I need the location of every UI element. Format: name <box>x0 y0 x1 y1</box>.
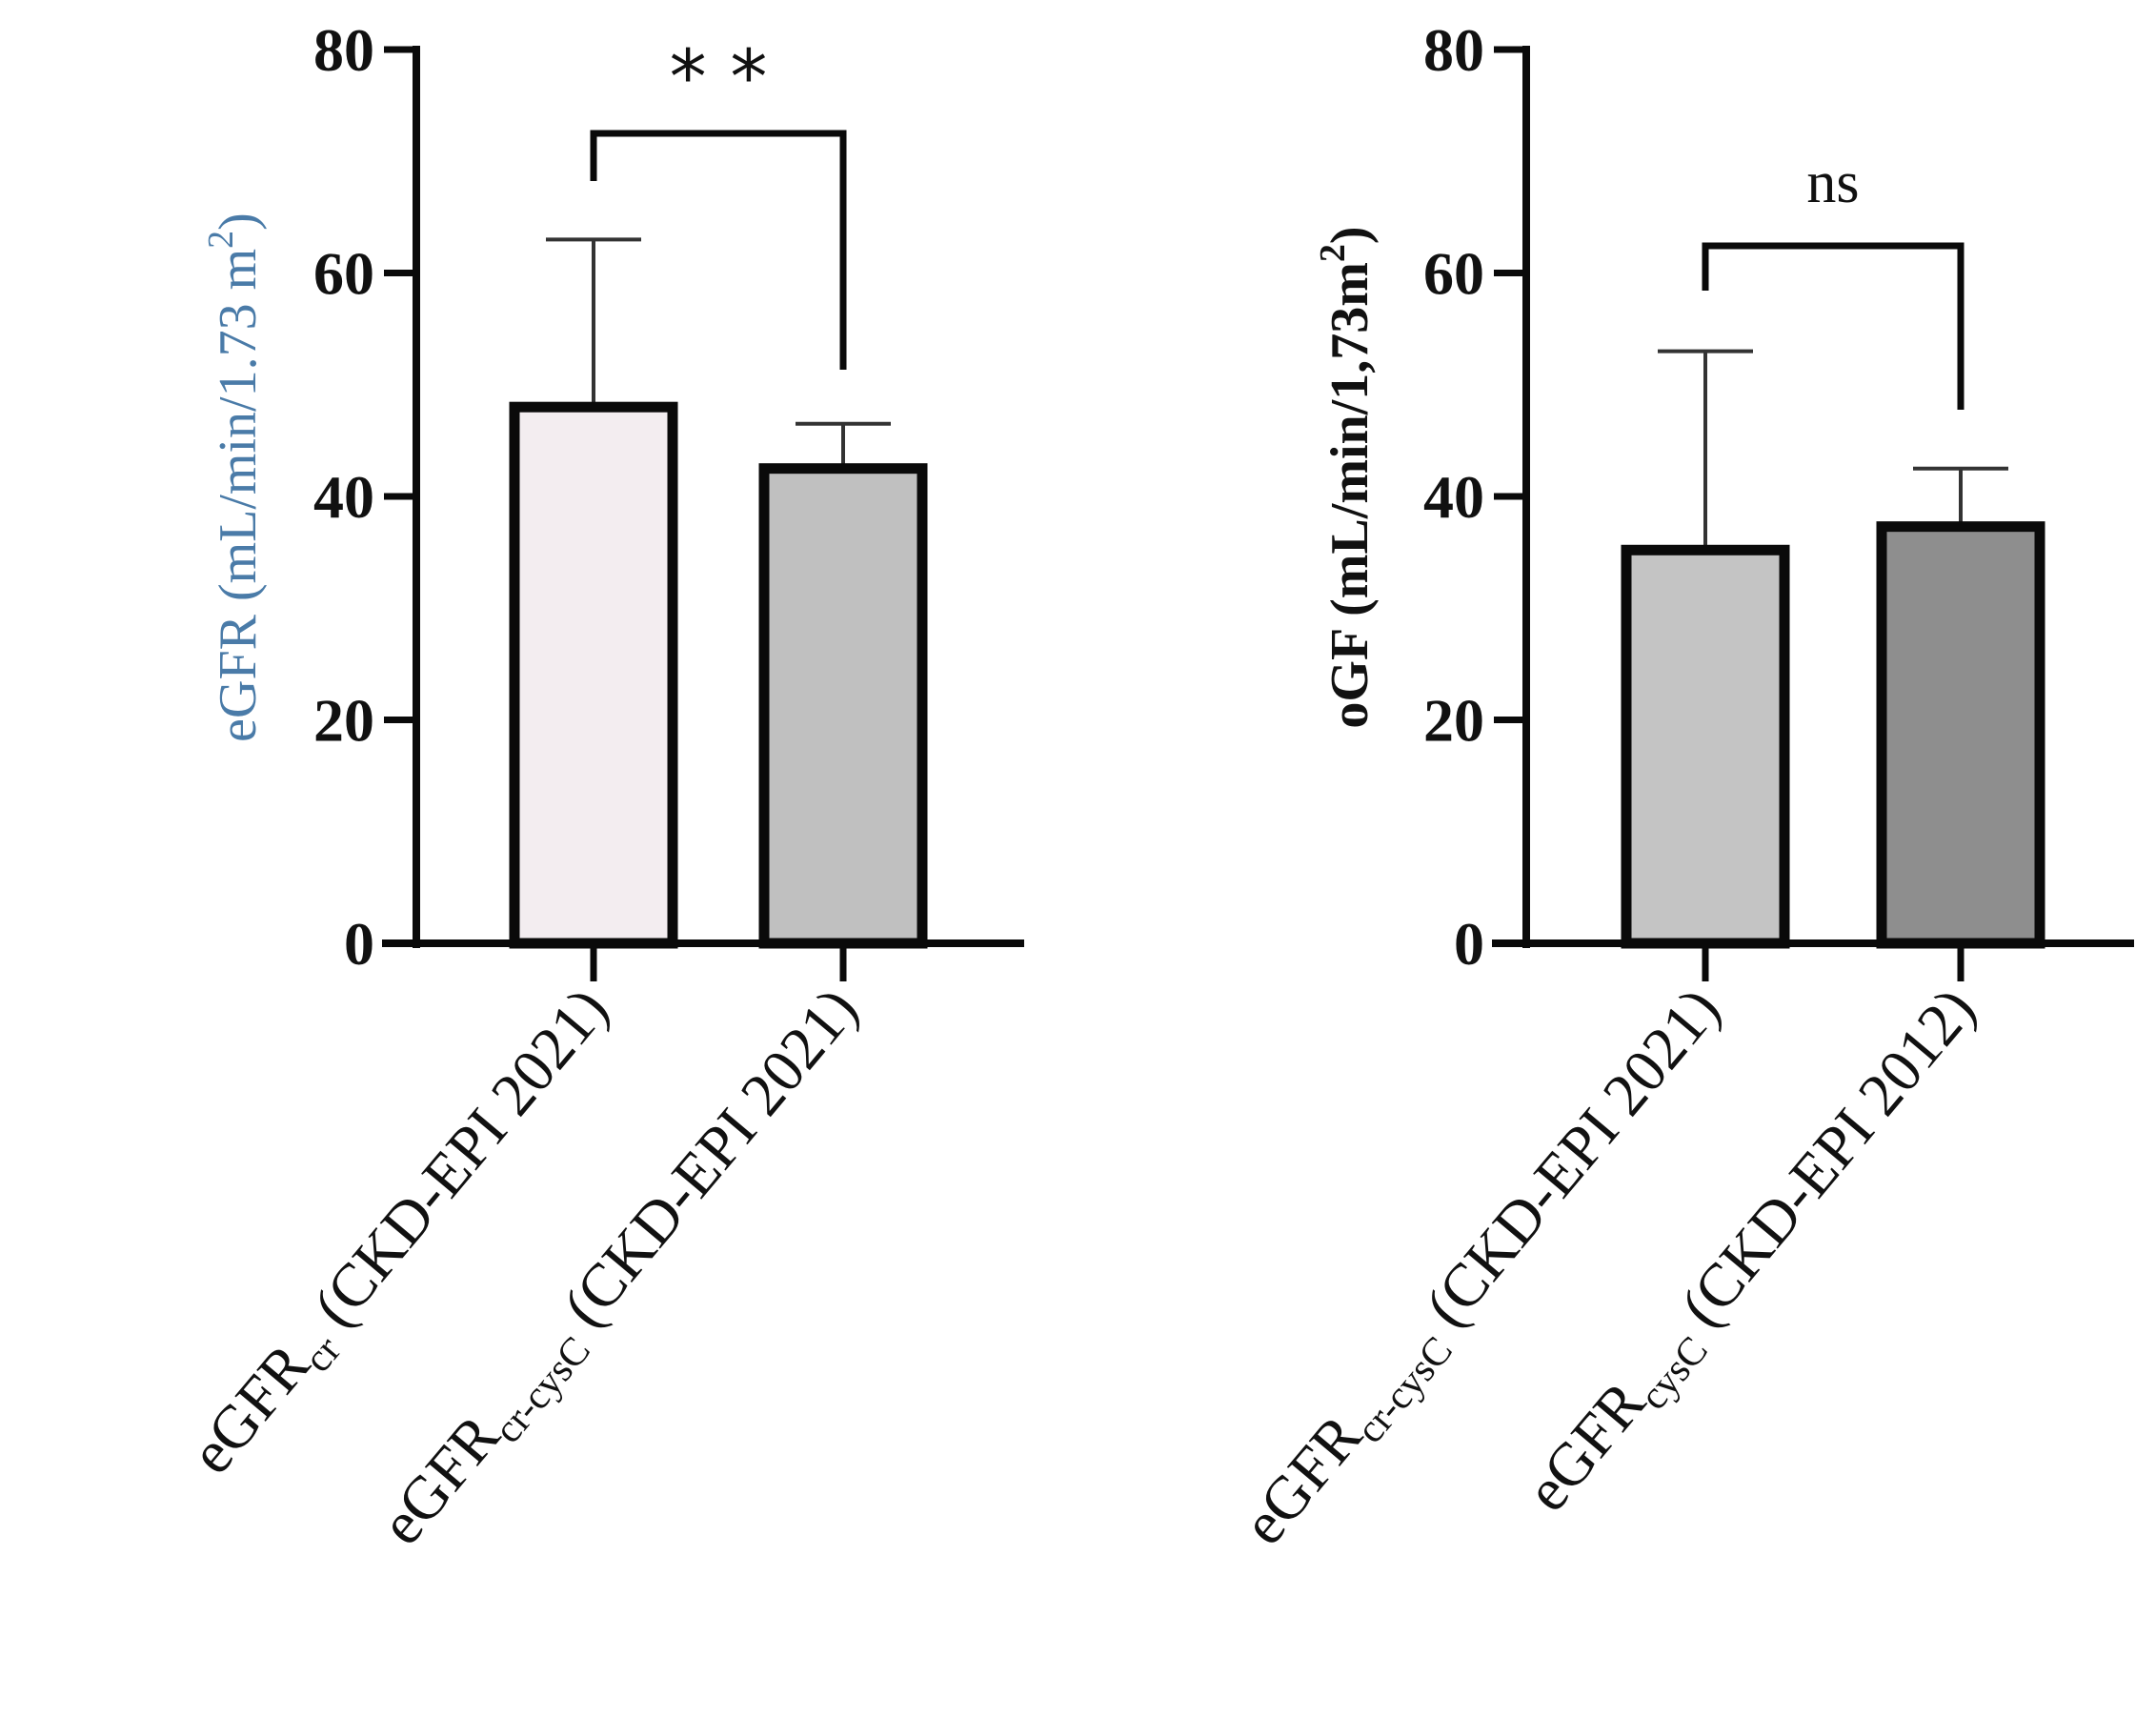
y-tick-label: 80 <box>1423 16 1484 84</box>
y-axis-label: eGFR (mL/min/1.73 m2) <box>201 212 268 742</box>
y-axis-label-superscript: 2 <box>201 231 241 249</box>
y-tick-label: 60 <box>1423 240 1484 308</box>
bar <box>758 463 928 949</box>
x-category-label: eGFRcr (CKD-EPI 2021) <box>177 975 629 1492</box>
y-tick-label: 0 <box>344 910 374 978</box>
y-axis-label-main: eGFR (mL/min/1.73 m <box>209 249 268 742</box>
y-axis-label-superscript: 2 <box>1313 244 1353 262</box>
y-tick-label: 20 <box>313 687 374 755</box>
significance-bracket <box>590 130 847 370</box>
y-tick-label: 40 <box>1423 463 1484 531</box>
y-axis-label-main: oGF (mL/min/1,73m <box>1320 262 1380 728</box>
y-tick-label: 20 <box>1423 687 1484 755</box>
x-category-label: eGFRcr-cysC (CKD-EPI 2021) <box>1229 975 1740 1563</box>
category-label-subscript: cr-cysC <box>486 1328 599 1451</box>
y-axis-label-close: ) <box>209 212 268 231</box>
y-tick-label: 60 <box>313 240 374 308</box>
significance-label: * * <box>670 35 768 121</box>
y-axis-label-close: ) <box>1320 226 1380 244</box>
bar <box>1876 521 2045 949</box>
significance-label: ns <box>1806 151 1859 215</box>
y-tick-label: 40 <box>313 463 374 531</box>
significance-bracket <box>1702 242 1965 410</box>
x-category-label: eGFRcysC (CKD-EPI 2012) <box>1513 975 1996 1529</box>
category-label-subscript: cr-cysC <box>1348 1328 1461 1451</box>
y-tick-label: 80 <box>313 16 374 84</box>
chart-right: 0 20 40 60 80 oGF (mL/min/1,73m2) eGFRcr-cysC … <box>1229 16 2134 1563</box>
x-category-label: eGFRcr-cysC (CKD-EPI 2021) <box>367 975 877 1563</box>
y-axis-label: oGF (mL/min/1,73m2) <box>1313 226 1380 728</box>
y-tick-label: 0 <box>1454 910 1484 978</box>
chart-left: 0 20 40 60 80 eGFR (mL/min/1.73 m2) eGFRcr (CK… <box>177 16 1024 1563</box>
bar <box>509 401 678 949</box>
bar <box>1621 544 1790 949</box>
